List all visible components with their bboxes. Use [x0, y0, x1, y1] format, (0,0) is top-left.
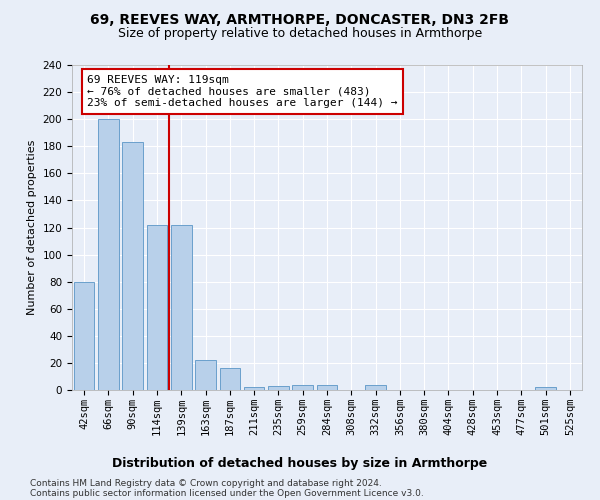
Bar [244, 388, 265, 390]
Bar [292, 384, 313, 390]
Text: Distribution of detached houses by size in Armthorpe: Distribution of detached houses by size … [112, 458, 488, 470]
Bar [365, 384, 386, 390]
Bar [74, 282, 94, 390]
Bar [98, 119, 119, 390]
Bar [535, 388, 556, 390]
Text: Size of property relative to detached houses in Armthorpe: Size of property relative to detached ho… [118, 28, 482, 40]
Text: Contains HM Land Registry data © Crown copyright and database right 2024.: Contains HM Land Registry data © Crown c… [30, 479, 382, 488]
Bar [220, 368, 240, 390]
Text: 69, REEVES WAY, ARMTHORPE, DONCASTER, DN3 2FB: 69, REEVES WAY, ARMTHORPE, DONCASTER, DN… [91, 12, 509, 26]
Text: 69 REEVES WAY: 119sqm
← 76% of detached houses are smaller (483)
23% of semi-det: 69 REEVES WAY: 119sqm ← 76% of detached … [88, 74, 398, 108]
Bar [195, 360, 216, 390]
Y-axis label: Number of detached properties: Number of detached properties [27, 140, 37, 315]
Bar [171, 225, 191, 390]
Bar [146, 225, 167, 390]
Bar [122, 142, 143, 390]
Bar [268, 386, 289, 390]
Text: Contains public sector information licensed under the Open Government Licence v3: Contains public sector information licen… [30, 489, 424, 498]
Bar [317, 384, 337, 390]
